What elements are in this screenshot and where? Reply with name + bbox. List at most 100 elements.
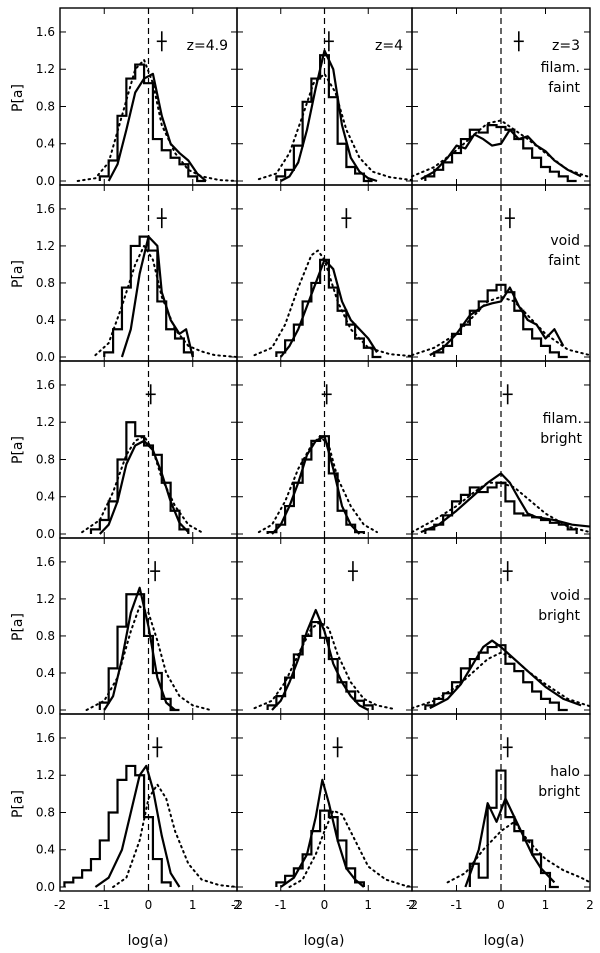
y-tick-label: 1.2 — [36, 62, 55, 76]
dotted-series — [411, 295, 591, 357]
histogram-series — [424, 124, 577, 183]
dotted-series — [253, 621, 396, 711]
panel-r2-c3 — [411, 184, 591, 362]
y-tick-label: 1.6 — [36, 378, 55, 392]
panel-r4-c1: 0.0 0.4 0.8 1.2 1.6 — [36, 537, 238, 717]
dotted-series — [81, 435, 203, 534]
y-tick-label: 0.0 — [36, 527, 55, 541]
y-axis-label-row-4: P[a] — [10, 613, 26, 641]
x-tick-label: 0 — [145, 898, 153, 912]
x-tick-label: 2 — [233, 898, 241, 912]
y-tick-label: 0.4 — [36, 666, 55, 680]
solid-series — [279, 258, 378, 358]
y-tick-label: 0.4 — [36, 313, 55, 327]
x-tick-label: 1 — [189, 898, 197, 912]
x-tick-label: 2 — [586, 898, 594, 912]
histogram-series — [275, 258, 382, 359]
solid-series — [271, 608, 369, 711]
histogram-series — [98, 593, 180, 712]
x-tick-label: 1 — [542, 898, 550, 912]
x-tick-label: 1 — [364, 898, 372, 912]
panel-r3-c1: 0.0 0.4 0.8 1.2 1.6 — [36, 360, 238, 541]
y-tick-label: 0.8 — [36, 452, 55, 466]
dotted-series — [411, 119, 591, 179]
y-tick-label: 0.0 — [36, 880, 55, 894]
x-tick-label: 2 — [408, 898, 416, 912]
dotted-series — [112, 783, 238, 888]
row-label-3-line-2: bright — [540, 431, 582, 447]
x-tick-label: -2 — [231, 898, 243, 912]
panel-frame — [59, 184, 238, 362]
y-tick-label: 0.4 — [36, 137, 55, 151]
y-axis-label-row-5: P[a] — [10, 790, 26, 818]
dotted-series — [253, 249, 413, 358]
panel-r5-c1: 0.0 0.4 0.8 1.2 1.6 -2 -1 0 1 2 — [36, 713, 241, 912]
panel-r5-c3: -2 -1 0 1 2 — [406, 713, 594, 912]
histogram-series — [103, 235, 194, 357]
panel-r5-c2: -2 -1 0 1 2 — [231, 713, 416, 912]
panel-r2-c1: 0.0 0.4 0.8 1.2 1.6 — [36, 184, 238, 364]
dotted-series — [76, 58, 238, 182]
solid-series — [280, 49, 378, 183]
x-axis-label-col-3: log(a) — [484, 933, 525, 949]
histogram-series — [424, 644, 568, 712]
row-label-4-line-1: void — [550, 588, 580, 604]
solid-series — [107, 72, 207, 182]
histogram-series — [275, 809, 365, 887]
column-label-2: z=4 — [375, 38, 403, 54]
dotted-series — [85, 605, 212, 711]
panel-frame — [411, 537, 591, 715]
y-axis-label-row-1: P[a] — [10, 84, 26, 112]
x-axis-label-col-2: log(a) — [304, 933, 345, 949]
x-tick-label: -1 — [275, 898, 287, 912]
y-tick-label: 0.0 — [36, 703, 55, 717]
dotted-series — [257, 72, 413, 182]
row-label-1-line-2: faint — [548, 80, 580, 96]
panel-r1-c3 — [411, 7, 591, 186]
y-tick-label: 1.6 — [36, 555, 55, 569]
y-tick-label: 1.6 — [36, 202, 55, 216]
x-tick-label: 0 — [497, 898, 505, 912]
solid-series — [429, 639, 582, 710]
panel-r3-c3 — [411, 360, 591, 539]
panel-frame — [411, 184, 591, 362]
dotted-series — [94, 244, 238, 358]
solid-series — [429, 286, 565, 357]
histogram-series — [275, 54, 373, 183]
x-tick-label: 0 — [321, 898, 329, 912]
column-label-3: z=3 — [552, 38, 580, 54]
x-tick-label: -2 — [406, 898, 418, 912]
y-tick-label: 0.8 — [36, 805, 55, 819]
row-label-1-line-1: filam. — [541, 60, 580, 76]
panel-frame — [236, 184, 413, 362]
dotted-series — [411, 481, 591, 534]
solid-series — [94, 764, 181, 888]
y-tick-label: 0.0 — [36, 174, 55, 188]
y-tick-label: 0.4 — [36, 843, 55, 857]
histogram-series — [433, 283, 568, 359]
y-tick-label: 0.0 — [36, 350, 55, 364]
y-tick-label: 1.6 — [36, 25, 55, 39]
dotted-series — [411, 651, 591, 710]
column-label-1: z=4.9 — [187, 38, 228, 54]
x-axis-label-col-1: log(a) — [128, 933, 169, 949]
row-label-2-line-1: void — [550, 233, 580, 249]
y-tick-label: 1.2 — [36, 239, 55, 253]
row-label-4-line-2: bright — [538, 608, 580, 624]
panel-r4-c2 — [236, 537, 413, 715]
histogram-series — [89, 421, 190, 534]
dotted-series — [257, 435, 378, 534]
solid-series — [464, 797, 556, 888]
dotted-series — [446, 820, 591, 884]
row-label-5-line-2: bright — [538, 784, 580, 800]
panel-r2-c2 — [236, 184, 413, 362]
panel-r1-c2 — [236, 7, 413, 186]
panel-frame — [236, 537, 413, 715]
dotted-series — [288, 809, 413, 888]
x-tick-label: -1 — [451, 898, 463, 912]
x-tick-label: -1 — [98, 898, 110, 912]
solid-series — [99, 439, 190, 535]
row-label-5-line-1: halo — [550, 764, 580, 780]
y-tick-label: 1.2 — [36, 415, 55, 429]
